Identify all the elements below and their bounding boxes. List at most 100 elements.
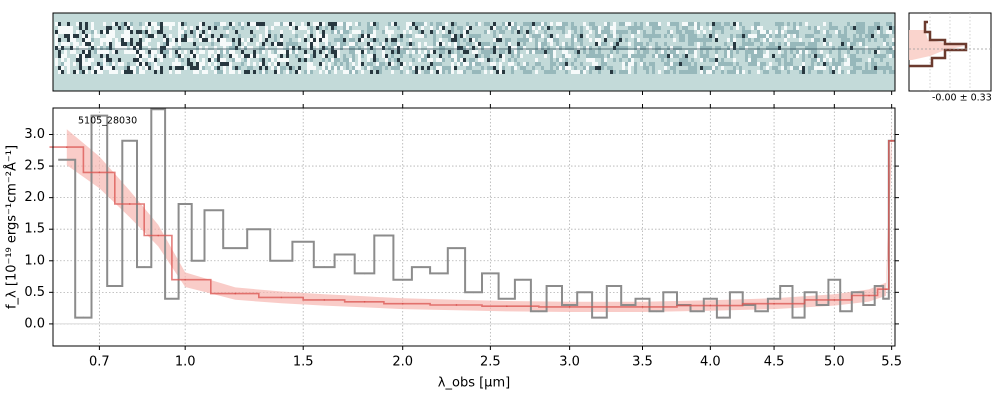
spec2d-pixel xyxy=(523,46,526,50)
spec2d-pixel xyxy=(517,42,520,46)
spec2d-pixel xyxy=(148,62,151,66)
spec2d-pixel xyxy=(622,70,625,74)
spec2d-pixel xyxy=(409,54,412,58)
spec2d-pixel xyxy=(493,26,496,30)
spec2d-pixel xyxy=(547,34,550,38)
spec2d-pixel xyxy=(481,42,484,46)
spec2d-pixel xyxy=(721,70,724,74)
spec2d-pixel xyxy=(607,30,610,34)
spec2d-pixel xyxy=(874,26,877,30)
spec2d-pixel xyxy=(592,22,595,26)
spec2d-pixel xyxy=(280,38,283,42)
spec2d-pixel xyxy=(97,70,100,74)
spec2d-pixel xyxy=(544,30,547,34)
spec2d-pixel xyxy=(136,50,139,54)
spec2d-pixel xyxy=(100,46,103,50)
spec2d-pixel xyxy=(274,34,277,38)
spec2d-pixel xyxy=(337,66,340,70)
spec2d-pixel xyxy=(589,54,592,58)
spec2d-pixel xyxy=(292,30,295,34)
histogram-outline xyxy=(909,20,968,68)
spec2d-pixel xyxy=(673,50,676,54)
spec2d-pixel xyxy=(454,58,457,62)
spec2d-pixel xyxy=(310,38,313,42)
spec2d-pixel xyxy=(841,38,844,42)
spec2d-pixel xyxy=(142,54,145,58)
spec2d-pixel xyxy=(148,66,151,70)
spec2d-pixel xyxy=(439,70,442,74)
spec2d-pixel xyxy=(640,22,643,26)
spec2d-pixel xyxy=(313,54,316,58)
spec2d-pixel xyxy=(853,26,856,30)
spectrum-point-11 xyxy=(234,247,237,249)
spec2d-pixel xyxy=(565,34,568,38)
spec2d-pixel xyxy=(124,38,127,42)
spec2d-pixel xyxy=(550,42,553,46)
spec2d-pixel xyxy=(877,66,880,70)
spec2d-pixel xyxy=(742,30,745,34)
spec2d-pixel xyxy=(391,42,394,46)
x-tick-label-10: 5.5 xyxy=(881,355,902,370)
spec2d-pixel xyxy=(169,70,172,74)
spec2d-pixel xyxy=(757,34,760,38)
spec2d-pixel xyxy=(169,46,172,50)
spec2d-pixel xyxy=(469,42,472,46)
spec2d-pixel xyxy=(61,30,64,34)
spec2d-pixel xyxy=(598,54,601,58)
spec2d-pixel xyxy=(751,62,754,66)
spec2d-pixel xyxy=(241,62,244,66)
spec2d-pixel xyxy=(562,54,565,58)
spec2d-pixel xyxy=(565,50,568,54)
spec2d-pixel xyxy=(841,70,844,74)
spec2d-pixel xyxy=(253,22,256,26)
spec2d-pixel xyxy=(427,50,430,54)
spec2d-pixel xyxy=(385,30,388,34)
spec2d-pixel xyxy=(181,66,184,70)
spec2d-pixel xyxy=(64,50,67,54)
spec2d-pixel xyxy=(418,46,421,50)
spec2d-pixel xyxy=(520,26,523,30)
spec2d-pixel xyxy=(325,26,328,30)
spec2d-pixel xyxy=(262,22,265,26)
x-tick-label-4: 2.5 xyxy=(480,355,501,370)
spec2d-pixel xyxy=(115,46,118,50)
spec2d-pixel xyxy=(448,42,451,46)
spec2d-pixel xyxy=(223,58,226,62)
spec2d-pixel xyxy=(328,50,331,54)
spec2d-pixel xyxy=(454,22,457,26)
spec2d-pixel xyxy=(430,22,433,26)
spec2d-pixel xyxy=(745,42,748,46)
spec2d-pixel xyxy=(673,46,676,50)
spec2d-pixel xyxy=(739,66,742,70)
spec2d-pixel xyxy=(793,30,796,34)
spec2d-pixel xyxy=(127,34,130,38)
spec2d-pixel xyxy=(322,34,325,38)
spec2d-pixel xyxy=(271,58,274,62)
spec2d-pixel xyxy=(58,30,61,34)
spec2d-pixel xyxy=(427,54,430,58)
spec2d-pixel xyxy=(670,54,673,58)
spec2d-pixel xyxy=(307,30,310,34)
spec2d-pixel xyxy=(589,22,592,26)
spec2d-pixel xyxy=(502,66,505,70)
spec2d-pixel xyxy=(247,58,250,62)
spec2d-pixel xyxy=(766,34,769,38)
spec2d-pixel xyxy=(286,58,289,62)
spec2d-pixel xyxy=(181,38,184,42)
spec2d-pixel xyxy=(223,38,226,42)
spec2d-pixel xyxy=(556,42,559,46)
spec2d-pixel xyxy=(499,38,502,42)
spec2d-pixel xyxy=(340,22,343,26)
spec2d-pixel xyxy=(646,22,649,26)
spec2d-pixel xyxy=(181,34,184,38)
spec2d-pixel xyxy=(142,42,145,46)
spec2d-pixel xyxy=(178,54,181,58)
model-point-15 xyxy=(773,302,775,305)
spec2d-pixel xyxy=(619,38,622,42)
spec2d-pixel xyxy=(415,70,418,74)
spec2d-pixel xyxy=(769,34,772,38)
spec2d-pixel xyxy=(142,26,145,30)
y-tick-label-0: 0.0 xyxy=(24,316,45,331)
spectrum-point-42 xyxy=(748,304,750,306)
spec2d-pixel xyxy=(874,38,877,42)
